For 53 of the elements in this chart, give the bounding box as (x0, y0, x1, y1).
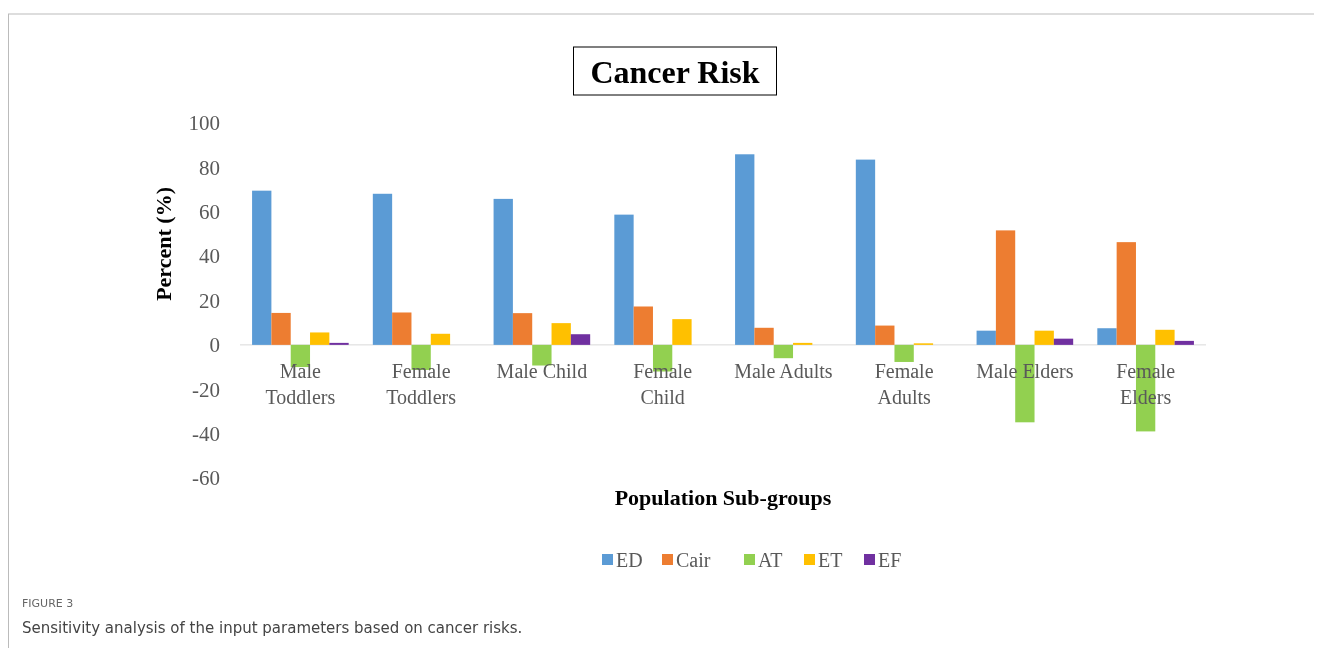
bar (1053, 338, 1074, 345)
legend-label: ED (616, 549, 643, 571)
bar (271, 312, 291, 345)
y-tick-label: 20 (199, 288, 220, 313)
bar (1116, 242, 1136, 345)
bar (1034, 330, 1054, 345)
y-tick-label: 40 (199, 244, 220, 269)
y-tick-label: -20 (192, 377, 220, 402)
y-tick-label: -60 (192, 466, 220, 491)
bar (372, 193, 393, 345)
legend-label: AT (758, 549, 783, 571)
bar (570, 334, 591, 345)
y-tick-label: 0 (209, 333, 220, 358)
bar (1097, 328, 1117, 345)
bar (512, 313, 533, 345)
caption: FIGURE 3 (22, 597, 74, 610)
y-tick-label: 100 (188, 111, 220, 136)
y-tick-label: 80 (199, 155, 220, 180)
bar (430, 333, 451, 345)
y-axis-title: Percent (%) (151, 187, 176, 301)
legend-label: EF (878, 549, 902, 571)
bar (672, 319, 692, 345)
bar (773, 344, 794, 359)
bar (735, 154, 755, 345)
x-tick-label: Female Child (633, 359, 693, 408)
x-tick-label: Male Adults (734, 359, 833, 382)
x-tick-label: Male Child (496, 359, 588, 382)
bar (310, 332, 330, 345)
bar (532, 344, 552, 366)
x-axis-title: Population Sub-groups (614, 485, 832, 510)
text: Sensitivity analysis of the input parameters based on cancer risks. (22, 619, 523, 637)
bar (392, 312, 412, 345)
x-tick-label: Male Toddlers (265, 359, 336, 408)
bar (1155, 329, 1175, 345)
bar (995, 230, 1016, 345)
bar (875, 325, 895, 345)
bar (976, 330, 996, 345)
y-tick-label: -40 (192, 421, 220, 446)
bar (614, 214, 634, 345)
y-tick-label: 60 (199, 200, 220, 225)
bar (551, 323, 571, 345)
chart-title: Cancer Risk (590, 54, 760, 90)
bar (754, 327, 774, 345)
legend-label: Cair (676, 549, 711, 571)
bar (252, 190, 272, 345)
x-tick-label: Female Adults (874, 359, 934, 408)
bar (855, 159, 876, 345)
bar (633, 306, 653, 345)
x-tick-label: Female Toddlers (386, 359, 457, 408)
bar (1174, 340, 1194, 345)
legend-label: ET (818, 549, 843, 571)
bar (894, 344, 914, 362)
bar (493, 198, 513, 345)
